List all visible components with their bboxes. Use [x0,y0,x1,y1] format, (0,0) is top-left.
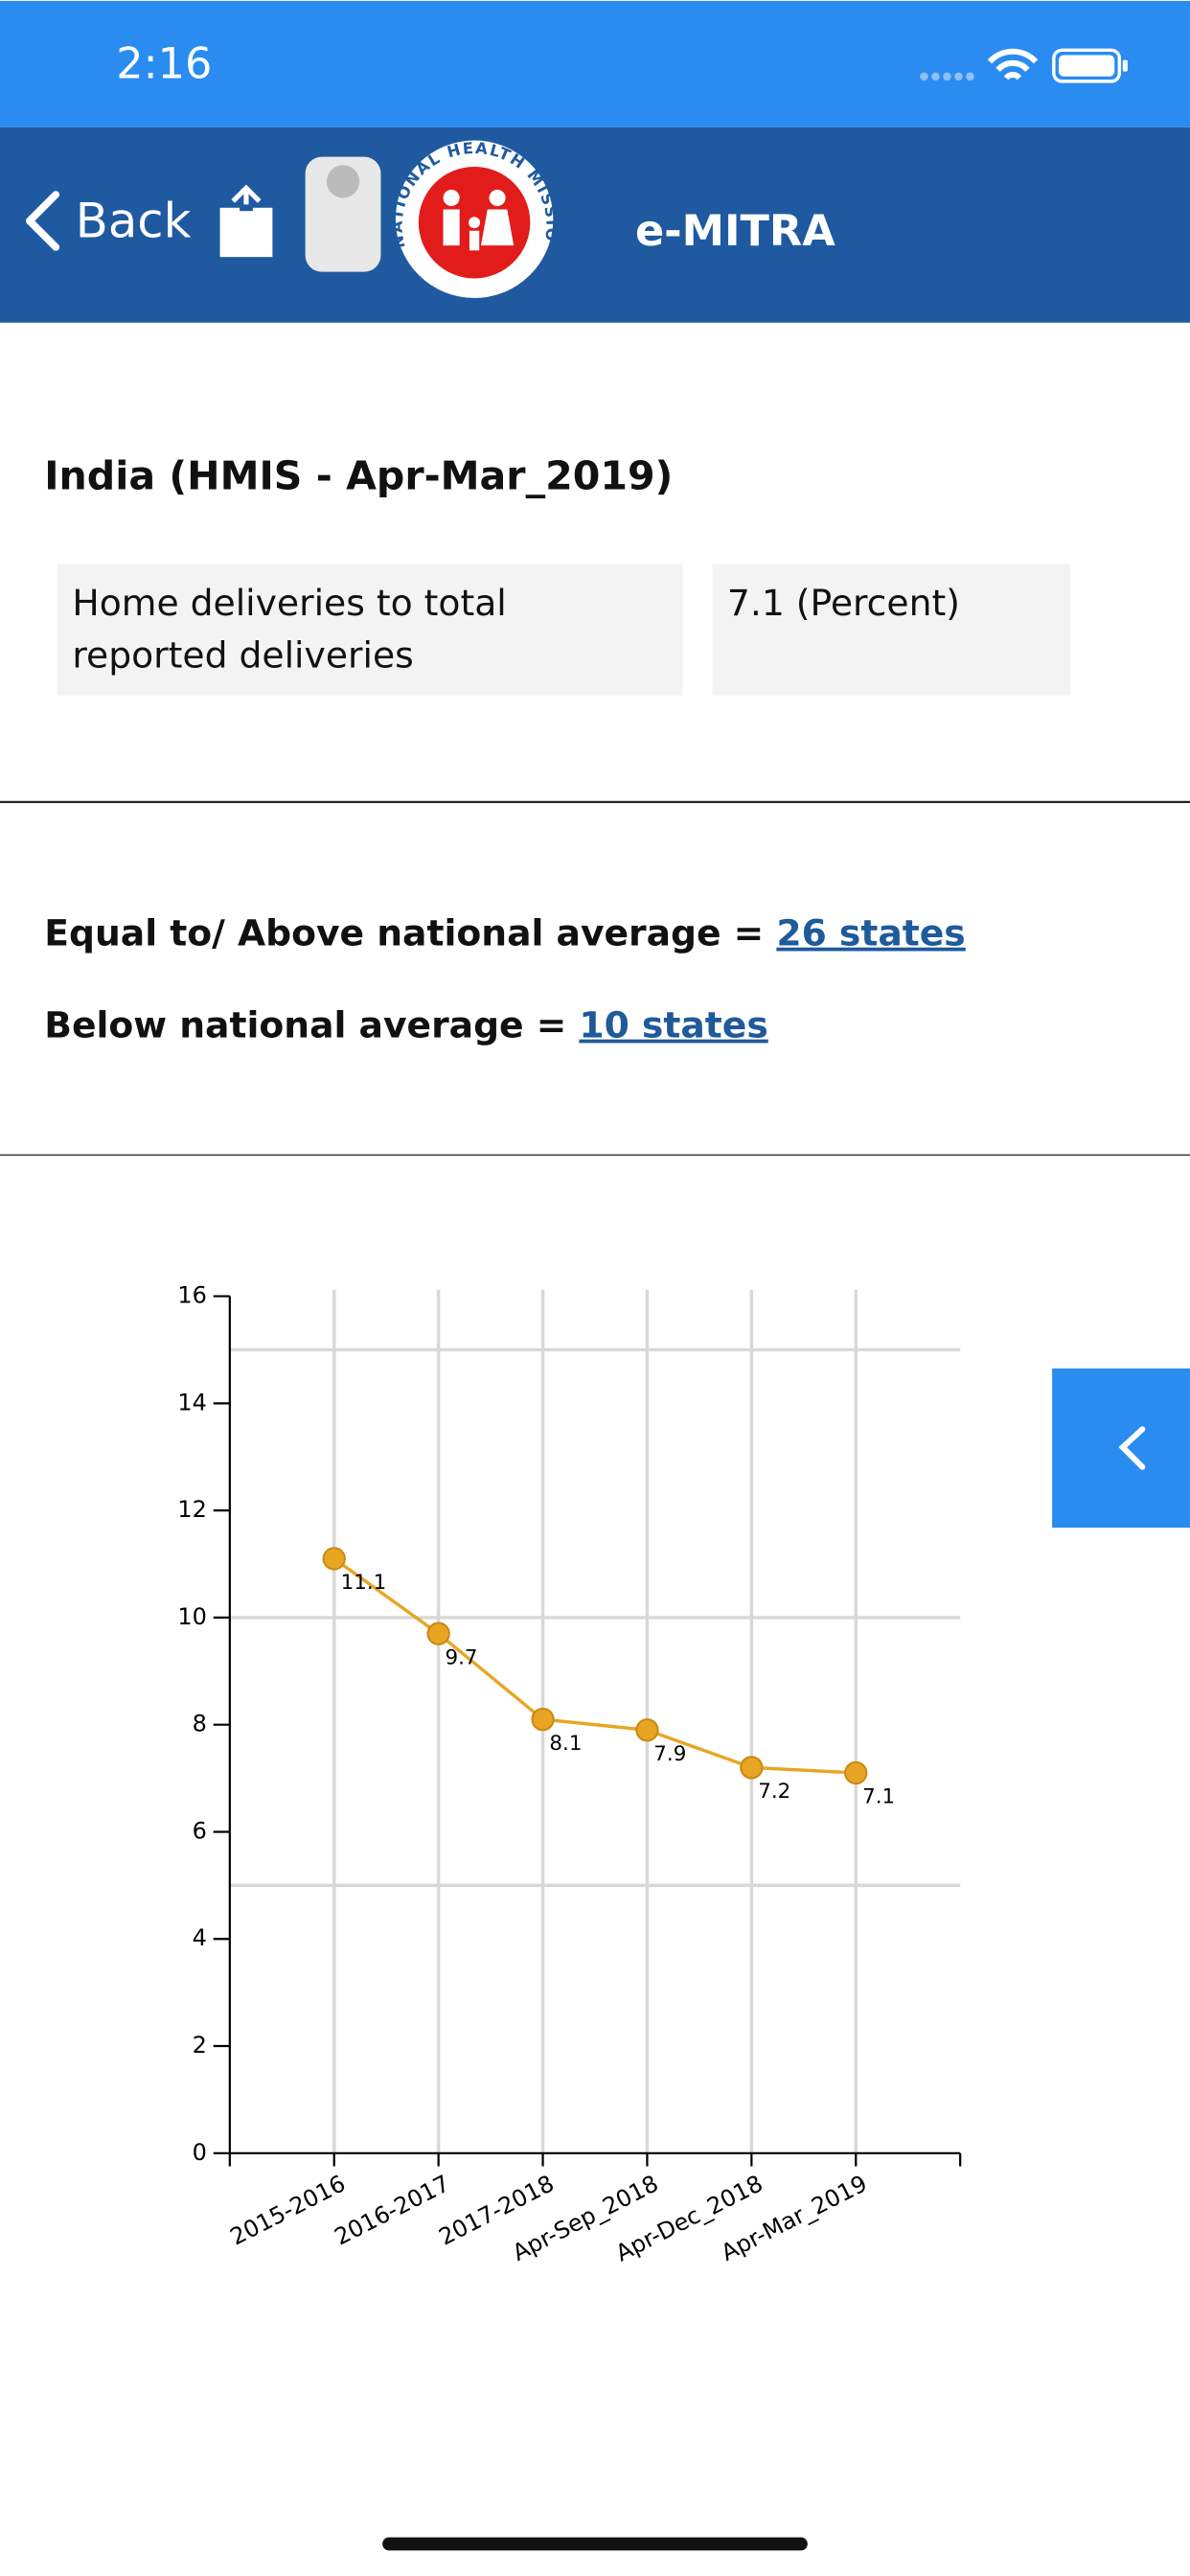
indicator-name: reported deliveries [72,634,413,677]
status-time: 2:16 [116,38,212,88]
share-button[interactable] [219,184,273,258]
data-point [740,1756,764,1780]
nav-bar [0,126,1190,323]
data-label: 9.7 [445,1645,477,1669]
y-tick-label: 10 [177,1603,207,1630]
y-tick-label: 14 [177,1389,207,1415]
nav-title: e-MITRA [635,206,835,256]
summary-label: Below national average = [44,1003,579,1046]
states-link[interactable]: 26 states [776,911,965,954]
y-tick-label: 6 [193,1817,207,1844]
indicator-name: Home deliveries to total [72,582,506,624]
logo-figures [443,189,515,251]
y-tick-label: 16 [177,1282,207,1309]
heading: India (HMIS - Apr-Mar_2019) [44,452,673,498]
share-gap [240,204,253,212]
data-point [426,1622,450,1645]
data-label: 7.2 [758,1780,790,1804]
side-toggle[interactable] [1052,1368,1190,1529]
back-button[interactable]: Back [25,191,192,251]
signal [920,72,974,81]
table-cell [57,564,683,696]
emblem-head [326,165,360,198]
data-point [635,1718,659,1742]
wifi-icon [987,48,1039,80]
y-tick-label: 4 [193,1924,207,1951]
data-point [531,1707,555,1732]
y-tick-label: 8 [193,1711,207,1737]
chart: 02468101214162015-20162016-20172017-2018… [177,1282,962,2266]
indicator-value: 7.1 (Percent) [727,582,960,624]
table-cell [712,564,1070,696]
home-indicator [382,2537,808,2551]
battery [1052,48,1122,83]
y-tick-label: 0 [193,2139,207,2166]
data-label: 7.1 [862,1785,895,1809]
data-label: 7.9 [653,1742,686,1766]
x-tick-label: 2016-2017 [331,2170,454,2250]
data-label: 11.1 [341,1571,387,1595]
side-chevron [1118,1426,1146,1470]
data-label: 8.1 [549,1732,582,1756]
back-label: Back [76,193,192,248]
battery-level [1058,55,1115,77]
battery-tip [1122,59,1128,72]
summary-line: Equal to/ Above national average = 26 st… [44,911,965,954]
states-link[interactable]: 10 states [579,1003,767,1046]
data-point [844,1760,868,1785]
y-tick-label: 12 [177,1496,207,1523]
emblem-shape [305,156,381,272]
x-tick-label: 2015-2016 [226,2170,350,2250]
emblem [305,156,381,272]
summary-label: Equal to/ Above national average = [44,911,776,954]
data-point [322,1547,346,1571]
status-bar [0,0,1190,127]
summary-line: Below national average = 10 states [44,1003,768,1046]
data-line [332,1557,857,1775]
y-tick-label: 2 [193,2032,207,2058]
back-chevron [25,191,60,251]
